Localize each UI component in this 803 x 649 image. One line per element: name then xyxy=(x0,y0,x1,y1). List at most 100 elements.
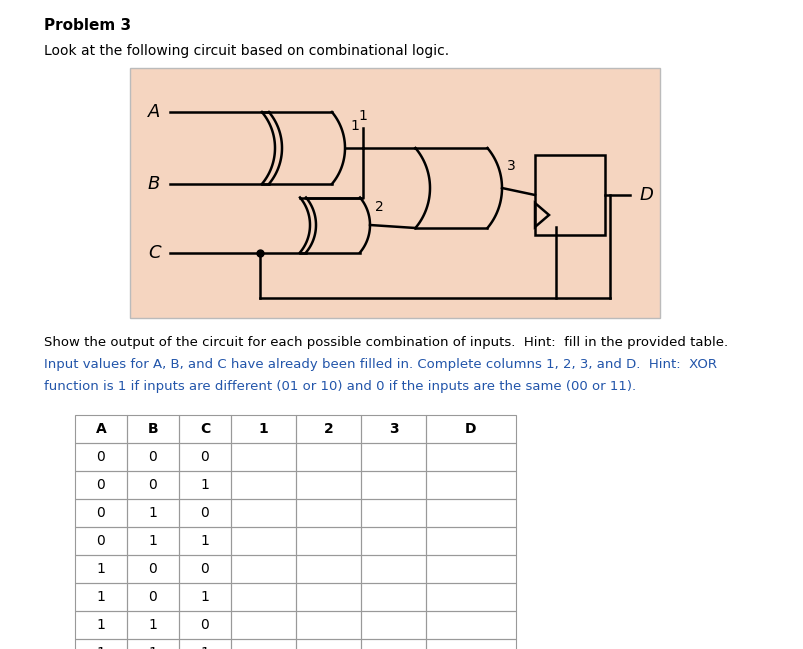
Bar xyxy=(296,499,361,527)
Text: 0: 0 xyxy=(96,506,105,520)
Bar xyxy=(179,443,230,471)
Bar xyxy=(230,527,296,555)
Bar xyxy=(179,611,230,639)
Bar xyxy=(179,583,230,611)
Bar xyxy=(426,471,516,499)
Bar xyxy=(230,639,296,649)
Bar xyxy=(179,639,230,649)
Bar xyxy=(426,583,516,611)
Bar xyxy=(296,471,361,499)
Text: B: B xyxy=(148,175,160,193)
Text: 0: 0 xyxy=(201,618,209,632)
Bar xyxy=(426,415,516,443)
Bar xyxy=(127,443,179,471)
Bar xyxy=(230,443,296,471)
Bar xyxy=(230,499,296,527)
Text: 2: 2 xyxy=(324,422,333,436)
Text: 1: 1 xyxy=(96,562,105,576)
Text: 0: 0 xyxy=(201,506,209,520)
Text: 1: 1 xyxy=(96,618,105,632)
Text: D: D xyxy=(639,186,653,204)
Bar xyxy=(361,583,426,611)
Text: 3: 3 xyxy=(507,159,515,173)
Bar xyxy=(230,471,296,499)
Bar xyxy=(230,415,296,443)
Bar xyxy=(127,499,179,527)
Bar xyxy=(75,583,127,611)
Bar xyxy=(127,583,179,611)
Text: 0: 0 xyxy=(96,534,105,548)
Text: A: A xyxy=(96,422,106,436)
Bar xyxy=(75,639,127,649)
Text: 1: 1 xyxy=(349,119,358,133)
Bar xyxy=(179,555,230,583)
Text: 1: 1 xyxy=(149,506,157,520)
Bar xyxy=(75,611,127,639)
Bar xyxy=(361,527,426,555)
Bar xyxy=(361,499,426,527)
Text: 1: 1 xyxy=(96,646,105,649)
Text: 0: 0 xyxy=(201,450,209,464)
Text: A: A xyxy=(148,103,160,121)
Bar xyxy=(127,471,179,499)
Bar xyxy=(426,639,516,649)
Bar xyxy=(179,499,230,527)
Text: Look at the following circuit based on combinational logic.: Look at the following circuit based on c… xyxy=(44,44,449,58)
Text: 0: 0 xyxy=(96,478,105,492)
Bar xyxy=(426,555,516,583)
Text: 0: 0 xyxy=(149,590,157,604)
Bar xyxy=(361,555,426,583)
Text: 1: 1 xyxy=(149,618,157,632)
Bar xyxy=(179,471,230,499)
Bar xyxy=(534,155,604,235)
Bar xyxy=(361,471,426,499)
Bar xyxy=(179,415,230,443)
Bar xyxy=(296,555,361,583)
Text: 1: 1 xyxy=(149,534,157,548)
Bar xyxy=(296,639,361,649)
Text: 2: 2 xyxy=(374,200,383,214)
Text: 1: 1 xyxy=(200,478,209,492)
Bar xyxy=(426,611,516,639)
Bar xyxy=(361,639,426,649)
Bar xyxy=(361,415,426,443)
Text: D: D xyxy=(465,422,476,436)
Text: 1: 1 xyxy=(200,590,209,604)
Text: C: C xyxy=(200,422,210,436)
Text: 1: 1 xyxy=(200,534,209,548)
Bar xyxy=(75,443,127,471)
Bar xyxy=(230,611,296,639)
Bar xyxy=(426,527,516,555)
Bar xyxy=(127,415,179,443)
Text: 1: 1 xyxy=(96,590,105,604)
Text: Show the output of the circuit for each possible combination of inputs.  Hint:  : Show the output of the circuit for each … xyxy=(44,336,728,349)
Bar xyxy=(296,611,361,639)
Text: C: C xyxy=(148,243,161,262)
Bar xyxy=(361,443,426,471)
Bar xyxy=(296,443,361,471)
Bar xyxy=(230,555,296,583)
Bar xyxy=(127,611,179,639)
Bar xyxy=(75,415,127,443)
Bar xyxy=(75,527,127,555)
Text: function is 1 if inputs are different (01 or 10) and 0 if the inputs are the sam: function is 1 if inputs are different (0… xyxy=(44,380,635,393)
Text: B: B xyxy=(148,422,158,436)
Text: 0: 0 xyxy=(96,450,105,464)
Bar xyxy=(230,583,296,611)
Text: 1: 1 xyxy=(358,109,367,123)
Bar xyxy=(296,415,361,443)
Bar xyxy=(75,499,127,527)
Bar xyxy=(127,555,179,583)
Text: Input values for A, B, and C have already been filled in. Complete columns 1, 2,: Input values for A, B, and C have alread… xyxy=(44,358,716,371)
FancyBboxPatch shape xyxy=(130,68,659,318)
Text: 0: 0 xyxy=(149,478,157,492)
Bar xyxy=(296,527,361,555)
Bar xyxy=(426,499,516,527)
Text: 0: 0 xyxy=(149,450,157,464)
Text: 3: 3 xyxy=(388,422,397,436)
Bar xyxy=(296,583,361,611)
Text: 0: 0 xyxy=(149,562,157,576)
Text: 1: 1 xyxy=(149,646,157,649)
Bar xyxy=(75,471,127,499)
Bar xyxy=(361,611,426,639)
